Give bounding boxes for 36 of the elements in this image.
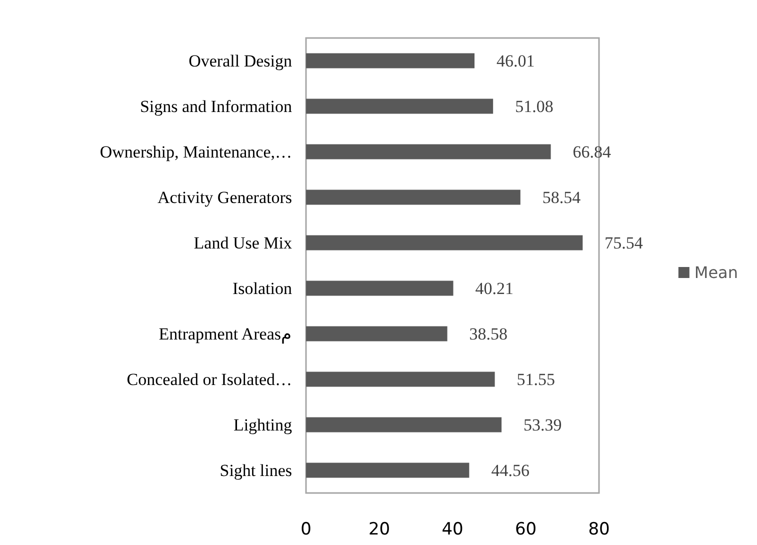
data-label: 66.84 [572, 142, 612, 162]
bar [306, 280, 454, 296]
bar [306, 372, 495, 387]
y-tick-label: Entrapment Areasم [158, 324, 292, 344]
bar [306, 53, 475, 68]
y-tick-label: Concealed or Isolated… [126, 370, 292, 389]
data-label: 75.54 [604, 233, 644, 252]
bar [306, 235, 583, 250]
data-label: 46.01 [496, 51, 535, 70]
bar [306, 326, 448, 342]
y-tick-label: Signs and Information [140, 96, 292, 116]
bar [306, 462, 470, 478]
y-tick-label: Lighting [233, 415, 292, 434]
data-label: 51.08 [515, 96, 554, 116]
data-label: 40.21 [475, 278, 514, 298]
data-label: 38.58 [469, 324, 508, 344]
x-tick-label: 40 [442, 520, 464, 540]
y-tick-label: Overall Design [188, 51, 292, 70]
x-tick-label: 20 [368, 520, 390, 540]
bar [306, 417, 502, 432]
bar [306, 144, 551, 160]
y-tick-label: Isolation [232, 278, 292, 298]
data-label: 53.39 [524, 415, 562, 434]
y-tick-label: Sight lines [220, 460, 292, 480]
y-tick-label: Activity Generators [157, 188, 292, 207]
x-tick-label: 80 [588, 520, 610, 540]
y-tick-label: Ownership, Maintenance,… [100, 142, 292, 162]
data-label: 44.56 [491, 460, 530, 480]
x-tick-label: 0 [300, 520, 312, 540]
bar [306, 98, 494, 114]
bar [306, 190, 520, 205]
data-label: 51.55 [516, 370, 556, 389]
x-tick-label: 60 [514, 520, 537, 540]
data-label: 58.54 [542, 188, 582, 207]
legend-label: Mean [694, 263, 738, 282]
y-tick-label: Land Use Mix [194, 233, 292, 252]
